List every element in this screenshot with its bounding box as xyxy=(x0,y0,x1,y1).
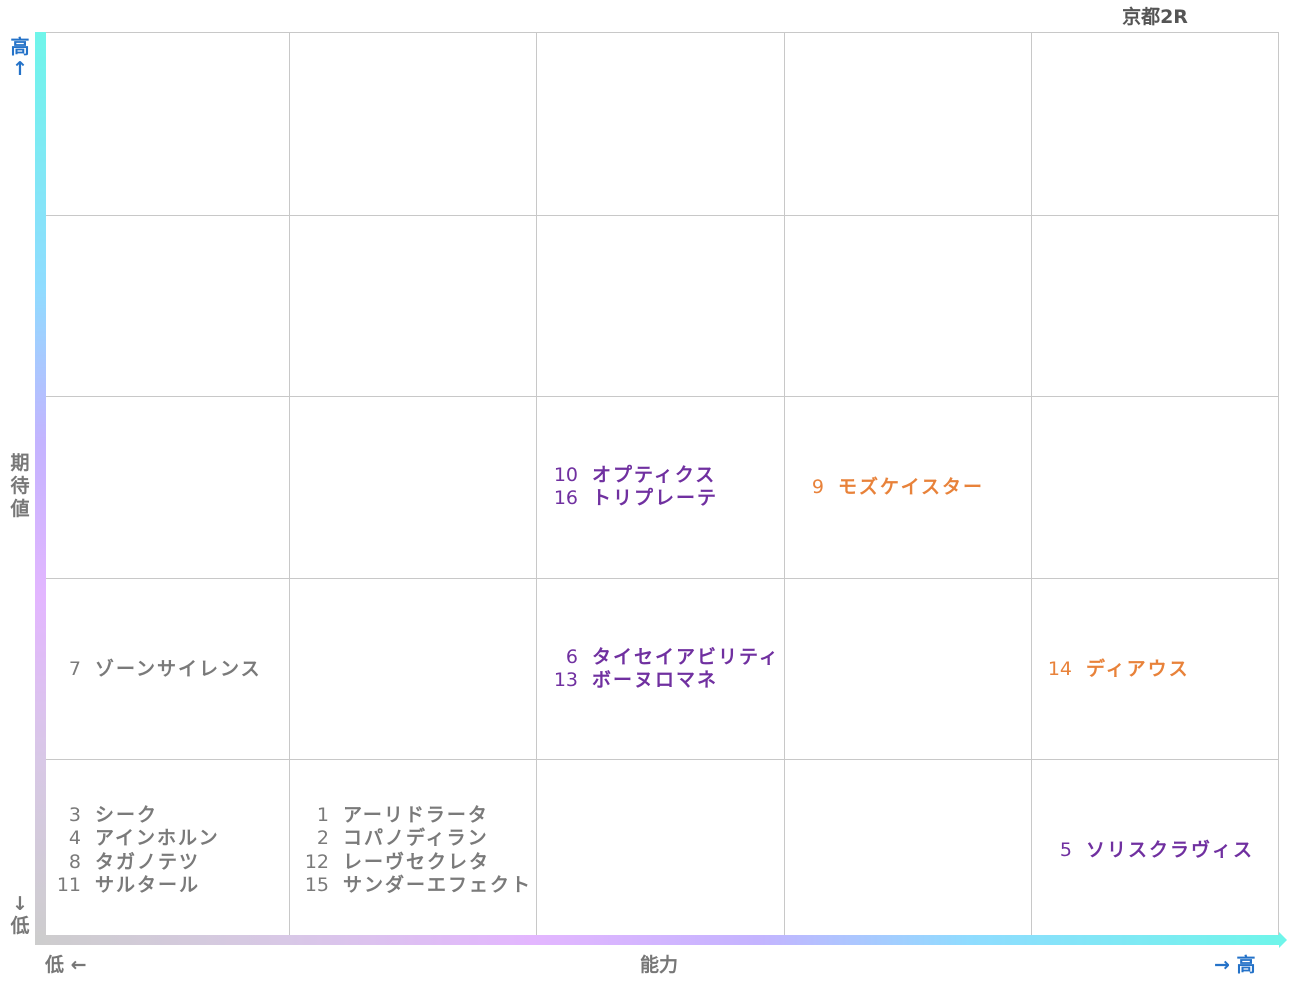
grid-row-divider xyxy=(41,759,1278,760)
horse-number: 7 xyxy=(68,658,81,680)
grid-row-divider xyxy=(41,215,1278,216)
horse-entry: 9 モズケイスター xyxy=(792,476,984,499)
grid-column-divider xyxy=(289,33,290,941)
horse-name: タガノテツ xyxy=(95,850,201,873)
horse-name: タイセイアビリティ xyxy=(592,646,780,668)
horse-number: 12 xyxy=(304,850,329,873)
horse-name: トリプレーテ xyxy=(592,487,719,510)
y-axis-bar xyxy=(35,32,46,944)
x-axis-title: 能力 xyxy=(640,954,679,976)
horse-name: ボーヌロマネ xyxy=(592,669,719,692)
horse-number: 3 xyxy=(68,804,81,826)
horse-name: ゾーンサイレンス xyxy=(95,658,262,680)
horse-entry: 2 コパノディラン xyxy=(297,827,532,850)
grid-column-divider xyxy=(784,33,785,941)
horse-entry: 12 レーヴセクレタ xyxy=(297,851,532,874)
horse-entry: 3 シーク xyxy=(49,804,220,827)
cell-group-low-ability-lowmid-expect: 7 ゾーンサイレンス xyxy=(49,658,262,681)
horse-entry: 14 ディアウス xyxy=(1040,658,1190,681)
grid-row-divider xyxy=(41,396,1278,397)
grid-column-divider xyxy=(536,33,537,941)
horse-number: 2 xyxy=(316,827,329,850)
horse-name: アインホルン xyxy=(95,827,220,850)
horse-name: ディアウス xyxy=(1086,658,1190,680)
horse-name: モズケイスター xyxy=(838,476,985,498)
horse-number: 15 xyxy=(304,873,329,896)
cell-group-high-ability-lowmid-expect: 14 ディアウス xyxy=(1040,658,1190,681)
horse-entry: 16 トリプレーテ xyxy=(546,487,718,510)
horse-name: コパノディラン xyxy=(343,827,489,850)
horse-number: 14 xyxy=(1047,658,1072,680)
horse-entry: 11 サルタール xyxy=(49,874,220,897)
horse-number: 5 xyxy=(1059,839,1072,861)
y-axis-low-label: ↓低 xyxy=(10,893,30,937)
horse-entry: 8 タガノテツ xyxy=(49,851,220,874)
horse-number: 11 xyxy=(56,873,81,896)
horse-number: 4 xyxy=(68,827,81,850)
quadrant-grid xyxy=(41,32,1279,941)
horse-number: 1 xyxy=(316,804,329,826)
horse-entry: 4 アインホルン xyxy=(49,827,220,850)
horse-name: ソリスクラヴィス xyxy=(1086,839,1255,861)
horse-entry: 13 ボーヌロマネ xyxy=(546,669,780,692)
horse-entry: 10 オプティクス xyxy=(546,464,718,487)
cell-group-low-ability-low-expect: 3 シーク 4 アインホルン 8 タガノテツ 11 サルタール xyxy=(49,804,220,897)
horse-number: 6 xyxy=(565,646,578,668)
x-axis-low-label: 低 ← xyxy=(45,954,87,976)
horse-entry: 6 タイセイアビリティ xyxy=(546,646,780,669)
race-title: 京都2R xyxy=(1122,6,1188,28)
horse-number: 8 xyxy=(68,850,81,873)
horse-entry: 5 ソリスクラヴィス xyxy=(1040,839,1254,862)
horse-entry: 1 アーリドラータ xyxy=(297,804,532,827)
cell-group-mid-ability-lowmid-expect: 6 タイセイアビリティ 13 ボーヌロマネ xyxy=(546,646,780,693)
horse-entry: 15 サンダーエフェクト xyxy=(297,874,532,897)
horse-name: レーヴセクレタ xyxy=(343,850,491,873)
grid-row-divider xyxy=(41,578,1278,579)
grid-column-divider xyxy=(1031,33,1032,941)
x-axis-bar xyxy=(35,932,1287,948)
horse-name: アーリドラータ xyxy=(343,804,489,826)
horse-number: 9 xyxy=(811,476,824,498)
y-axis-title: 期待値 xyxy=(10,452,30,520)
horse-number: 10 xyxy=(553,464,578,486)
horse-number: 13 xyxy=(553,669,578,692)
horse-name: オプティクス xyxy=(592,464,717,486)
y-axis-high-label: 高↑ xyxy=(10,36,30,80)
cell-group-mid-ability-mid-expect: 10 オプティクス 16 トリプレーテ xyxy=(546,464,718,511)
horse-name: サルタール xyxy=(95,873,201,896)
horse-name: サンダーエフェクト xyxy=(343,873,533,896)
cell-group-high-ability-low-expect: 5 ソリスクラヴィス xyxy=(1040,839,1254,862)
cell-group-lowmid-ability-low-expect: 1 アーリドラータ 2 コパノディラン 12 レーヴセクレタ 15 サンダーエフェクト xyxy=(297,804,532,897)
horse-name: シーク xyxy=(95,804,159,826)
horse-number: 16 xyxy=(553,487,578,510)
horse-entry: 7 ゾーンサイレンス xyxy=(49,658,262,681)
x-axis-high-label: → 高 xyxy=(1214,954,1256,976)
cell-group-highmid-ability-mid-expect: 9 モズケイスター xyxy=(792,476,984,499)
